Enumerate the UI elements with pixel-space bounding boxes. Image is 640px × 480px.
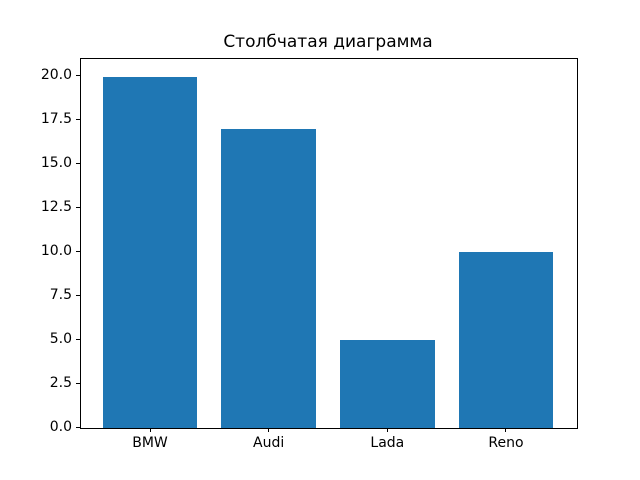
y-tick-mark	[76, 294, 80, 296]
bar-audi	[221, 129, 317, 428]
plot-area	[80, 58, 578, 429]
x-tick-mark	[505, 428, 507, 432]
y-tick-mark	[76, 75, 80, 77]
bar-reno	[458, 252, 554, 428]
y-tick-mark	[76, 119, 80, 120]
y-tick-label: 17.5	[40, 111, 72, 127]
y-tick-label: 0.0	[49, 418, 72, 435]
y-tick-mark	[76, 250, 80, 252]
y-tick-label: 2.5	[49, 374, 72, 391]
x-tick-mark	[149, 428, 151, 432]
y-tick-label: 5.0	[49, 330, 72, 347]
x-tick-mark	[268, 428, 270, 432]
y-tick-mark	[76, 206, 80, 208]
y-tick-mark	[76, 338, 80, 340]
x-tick-label: BMW	[132, 435, 168, 451]
x-tick-label: Audi	[253, 435, 285, 451]
y-tick-mark	[76, 426, 80, 428]
y-tick-label: 15.0	[40, 154, 72, 171]
y-tick-label: 7.5	[49, 286, 72, 303]
y-tick-label: 10.0	[40, 242, 72, 259]
y-tick-mark	[76, 162, 80, 164]
x-tick-mark	[386, 428, 388, 432]
y-tick-label: 20.0	[40, 67, 72, 84]
chart-title: Столбчатая диаграмма	[223, 32, 433, 52]
x-tick-label: Reno	[488, 435, 524, 451]
x-tick-label: Lada	[370, 435, 405, 451]
y-tick-label: 12.5	[40, 198, 72, 215]
y-tick-mark	[76, 382, 80, 384]
bar-lada	[339, 340, 435, 428]
bar-bmw	[102, 76, 198, 428]
